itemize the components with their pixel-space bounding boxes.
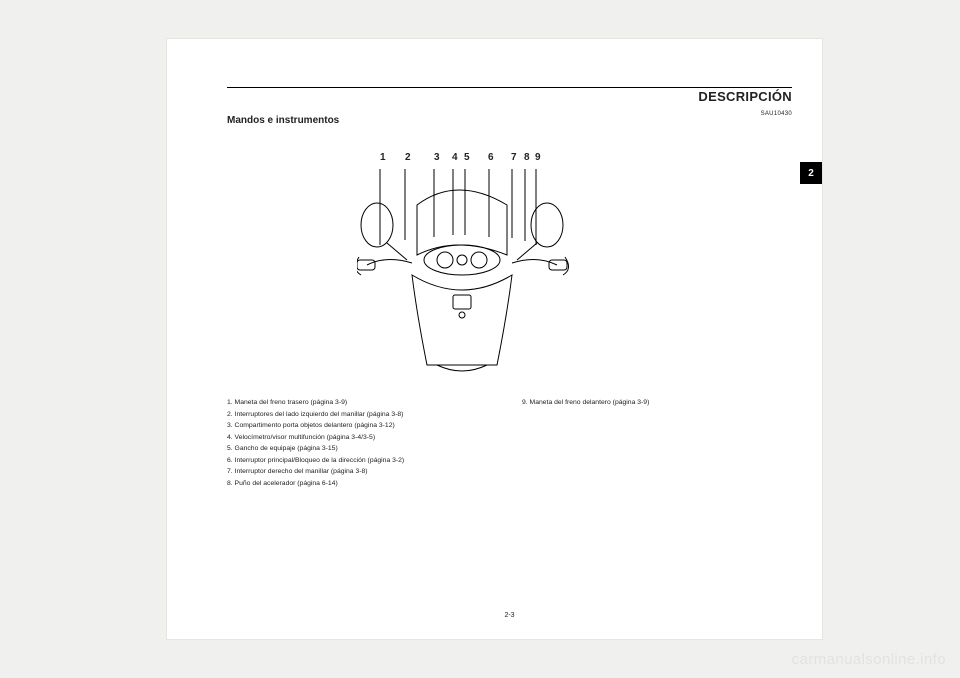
manual-page: DESCRIPCIÓN SAU10430 Mandos e instrument… [167, 39, 822, 639]
legend-item-5: 5. Gancho de equipaje (página 3-15) [227, 443, 507, 455]
legend-item-7: 7. Interruptor derecho del manillar (pág… [227, 466, 507, 478]
legend-item-1: 1. Maneta del freno trasero (página 3-9) [227, 397, 507, 409]
watermark: carmanualsonline.info [792, 651, 946, 668]
chapter-tab: 2 [800, 162, 822, 184]
callout-9: 9 [535, 152, 541, 163]
handlebar-diagram [357, 165, 657, 385]
page-title: DESCRIPCIÓN [698, 89, 792, 104]
callout-4: 4 [452, 152, 458, 163]
section-title: Mandos e instrumentos [227, 115, 339, 126]
legend-item-4: 4. Velocímetro/visor multifunción (págin… [227, 432, 507, 444]
content-area: DESCRIPCIÓN SAU10430 Mandos e instrument… [227, 87, 792, 619]
callout-3: 3 [434, 152, 440, 163]
diagram-svg [357, 165, 657, 385]
legend-right: 9. Maneta del freno delantero (página 3-… [522, 397, 782, 409]
legend-item-3: 3. Compartimento porta objetos delantero… [227, 420, 507, 432]
legend-left: 1. Maneta del freno trasero (página 3-9)… [227, 397, 507, 489]
callout-6: 6 [488, 152, 494, 163]
callout-7: 7 [511, 152, 517, 163]
callout-8: 8 [524, 152, 530, 163]
legend-item-8: 8. Puño del acelerador (página 6-14) [227, 478, 507, 490]
header-rule [227, 87, 792, 88]
legend-item-6: 6. Interruptor principal/Bloqueo de la d… [227, 455, 507, 467]
page-number: 2-3 [227, 612, 792, 619]
document-code: SAU10430 [761, 111, 792, 117]
callout-1: 1 [380, 152, 386, 163]
callout-5: 5 [464, 152, 470, 163]
legend-item-2: 2. Interruptores del lado izquierdo del … [227, 409, 507, 421]
legend-item-9: 9. Maneta del freno delantero (página 3-… [522, 397, 782, 409]
callout-2: 2 [405, 152, 411, 163]
